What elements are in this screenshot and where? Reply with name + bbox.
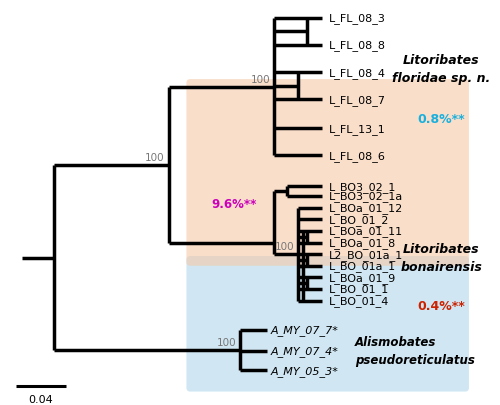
Text: L_FL_08_3: L_FL_08_3 xyxy=(328,13,386,24)
Text: 100: 100 xyxy=(274,242,294,252)
Text: L_FL_08_6: L_FL_08_6 xyxy=(328,151,386,162)
Text: L_FL_08_7: L_FL_08_7 xyxy=(328,94,386,105)
Text: Alismobates
pseudoreticulatus: Alismobates pseudoreticulatus xyxy=(355,336,475,367)
Text: 100: 100 xyxy=(144,153,164,163)
Text: L_BO_01a_1: L_BO_01a_1 xyxy=(328,261,396,271)
Text: L_FL_08_4: L_FL_08_4 xyxy=(328,68,386,78)
Text: 9.6%**: 9.6%** xyxy=(212,198,257,211)
Text: L_FL_13_1: L_FL_13_1 xyxy=(328,124,385,134)
Text: A_MY_05_3*: A_MY_05_3* xyxy=(271,365,339,376)
Text: L_BOa_01_12: L_BOa_01_12 xyxy=(328,202,402,213)
FancyBboxPatch shape xyxy=(186,256,469,392)
Text: L_BO_01_2: L_BO_01_2 xyxy=(328,214,389,225)
Text: 0.4%**: 0.4%** xyxy=(418,299,465,312)
Text: Litoribates
bonairensis: Litoribates bonairensis xyxy=(400,242,482,273)
Text: L_BOa_01_11: L_BOa_01_11 xyxy=(328,226,402,237)
Text: 0.8%**: 0.8%** xyxy=(418,113,465,126)
Text: L_BO3_02_1a: L_BO3_02_1a xyxy=(328,191,402,202)
Text: L2_BO_01a_1: L2_BO_01a_1 xyxy=(328,249,402,260)
FancyBboxPatch shape xyxy=(186,80,469,266)
Text: Litoribates
floridae sp. n.: Litoribates floridae sp. n. xyxy=(392,53,490,85)
Text: A_MY_07_7*: A_MY_07_7* xyxy=(271,324,339,335)
Text: L_BOa_01_8: L_BOa_01_8 xyxy=(328,237,396,248)
Text: L_BO_01_4: L_BO_01_4 xyxy=(328,296,389,306)
Text: 0.04: 0.04 xyxy=(28,394,54,404)
Text: L_BO3_02_1: L_BO3_02_1 xyxy=(328,181,396,192)
Text: 100: 100 xyxy=(250,75,270,85)
Text: 100: 100 xyxy=(217,337,236,347)
Text: L_FL_08_8: L_FL_08_8 xyxy=(328,40,386,51)
Text: L_BO_01_1: L_BO_01_1 xyxy=(328,284,388,295)
Text: L_BOa_01_9: L_BOa_01_9 xyxy=(328,272,396,283)
Text: A_MY_07_4*: A_MY_07_4* xyxy=(271,346,339,356)
